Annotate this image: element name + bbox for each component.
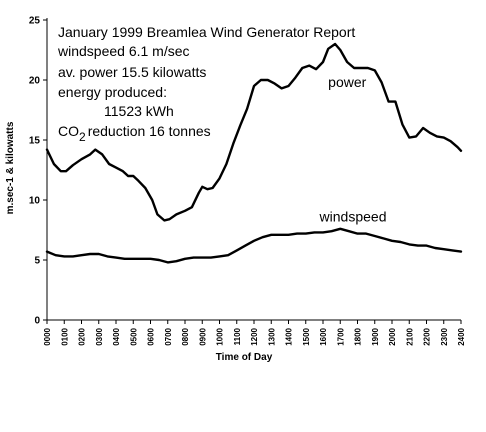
- y-tick-group: 0 5 10 15 20 25: [29, 16, 47, 327]
- x-tick-label: 0800: [181, 327, 190, 345]
- x-tick-label: 1000: [216, 327, 225, 345]
- x-tick-label: 0100: [60, 327, 69, 345]
- x-tick-label: 0300: [95, 327, 104, 345]
- series-label-windspeed: windspeed: [319, 209, 387, 225]
- y-tick-label: 20: [29, 76, 41, 87]
- x-tick-label: 2100: [405, 327, 414, 345]
- x-tick-label: 1200: [250, 327, 259, 345]
- x-tick-label: 0400: [112, 327, 121, 345]
- y-tick-label: 15: [29, 136, 41, 147]
- series-label-group: power windspeed: [319, 74, 387, 224]
- co2-note: CO2 reduction 16 tonnes: [58, 123, 211, 144]
- x-tick-label: 0200: [78, 327, 87, 345]
- power-note: av. power 15.5 kilowatts: [58, 64, 206, 80]
- x-tick-label: 1800: [354, 327, 363, 345]
- x-tick-group: 0000 0100 0200 0300 0400 0500 0600 0700 0800 0900…: [43, 320, 466, 346]
- x-tick-label: 0700: [164, 327, 173, 345]
- x-tick-label: 2300: [440, 327, 449, 345]
- series-group: [45, 42, 463, 264]
- y-tick-label: 0: [34, 316, 40, 327]
- x-tick-label: 1700: [336, 327, 345, 345]
- co2-prefix: CO: [58, 123, 79, 139]
- report-title: January 1999 Breamlea Wind Generator Rep…: [58, 24, 355, 40]
- x-tick-label: 1400: [285, 327, 294, 345]
- x-tick-label: 0900: [198, 327, 207, 345]
- series-label-power: power: [328, 74, 366, 90]
- x-tick-label: 1600: [319, 327, 328, 345]
- energy-value-note: 11523 kWh: [104, 103, 174, 119]
- x-tick-label: 1300: [267, 327, 276, 345]
- co2-suffix: reduction 16 tonnes: [88, 123, 211, 139]
- x-tick-label: 0600: [147, 327, 156, 345]
- x-tick-label: 1100: [233, 327, 242, 345]
- x-tick-label: 2200: [423, 327, 432, 345]
- co2-subscript: 2: [79, 130, 86, 144]
- x-tick-label: 2400: [457, 327, 466, 345]
- x-axis-title: Time of Day: [216, 352, 273, 363]
- series-line-power: [45, 42, 463, 222]
- y-tick-label: 10: [29, 196, 41, 207]
- windspeed-note: windspeed 6.1 m/sec: [57, 43, 190, 59]
- y-axis-title: m.sec-1 & kilowatts: [5, 121, 16, 214]
- y-tick-label: 5: [34, 256, 40, 267]
- x-tick-label: 0000: [43, 327, 52, 345]
- y-tick-label: 25: [29, 16, 41, 27]
- energy-note: energy produced:: [58, 84, 167, 100]
- x-tick-label: 0500: [129, 327, 138, 345]
- x-tick-label: 2000: [388, 327, 397, 345]
- x-tick-label: 1900: [371, 327, 380, 345]
- x-tick-label: 1500: [302, 327, 311, 345]
- series-line-windspeed: [45, 227, 463, 264]
